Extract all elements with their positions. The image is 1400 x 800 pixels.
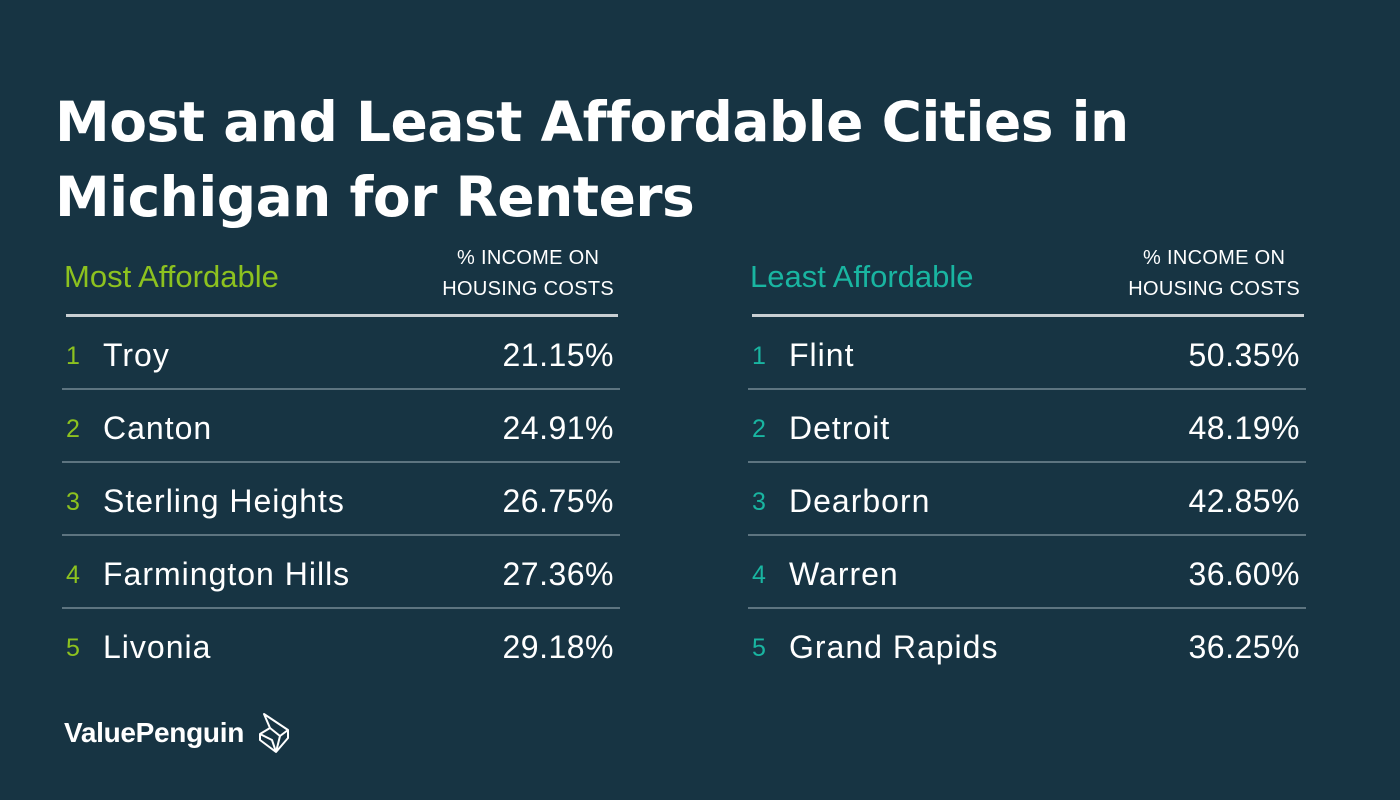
column-header: % INCOME ON HOUSING COSTS: [1128, 243, 1300, 305]
city-name: Sterling Heights: [103, 483, 345, 519]
city-name: Grand Rapids: [789, 629, 999, 665]
table-row: 4 Farmington Hills 27.36%: [62, 536, 620, 609]
income-percentage: 21.15%: [502, 337, 614, 373]
city-name: Canton: [103, 410, 213, 446]
city-name: Warren: [789, 556, 899, 592]
income-percentage: 27.36%: [502, 556, 614, 592]
header-divider: [752, 314, 1304, 317]
income-percentage: 29.18%: [502, 629, 614, 665]
table-row: 1 Flint 50.35%: [748, 317, 1306, 390]
rank-number: 5: [66, 634, 80, 662]
table-row: 5 Livonia 29.18%: [62, 609, 620, 680]
table-header: Least Affordable % INCOME ON HOUSING COS…: [748, 235, 1306, 317]
table-row: 3 Sterling Heights 26.75%: [62, 463, 620, 536]
income-percentage: 36.60%: [1188, 556, 1300, 592]
column-header-line: HOUSING COSTS: [442, 278, 614, 300]
table-header: Most Affordable % INCOME ON HOUSING COST…: [62, 235, 620, 317]
column-header: % INCOME ON HOUSING COSTS: [442, 243, 614, 305]
table-title: Most Affordable: [64, 259, 279, 294]
table-rows: 1 Troy 21.15% 2 Canton 24.91% 3 Sterling…: [62, 317, 620, 680]
rank-number: 5: [752, 634, 766, 662]
rank-number: 1: [752, 342, 766, 370]
city-name: Farmington Hills: [103, 556, 351, 592]
most-affordable-table: Most Affordable % INCOME ON HOUSING COST…: [62, 235, 620, 680]
brand-logo: ValuePenguin: [64, 710, 298, 756]
income-percentage: 50.35%: [1188, 337, 1300, 373]
table-row: 3 Dearborn 42.85%: [748, 463, 1306, 536]
table-row: 4 Warren 36.60%: [748, 536, 1306, 609]
income-percentage: 26.75%: [502, 483, 614, 519]
income-percentage: 42.85%: [1188, 483, 1300, 519]
table-row: 2 Detroit 48.19%: [748, 390, 1306, 463]
brand-name: ValuePenguin: [64, 717, 244, 748]
column-header-line: % INCOME ON: [1143, 247, 1286, 269]
rank-number: 4: [752, 561, 766, 589]
income-percentage: 48.19%: [1188, 410, 1300, 446]
rank-number: 3: [66, 488, 80, 516]
column-header-line: % INCOME ON: [457, 247, 600, 269]
city-name: Dearborn: [789, 483, 931, 519]
table-row: 2 Canton 24.91%: [62, 390, 620, 463]
rank-number: 3: [752, 488, 766, 516]
least-affordable-table: Least Affordable % INCOME ON HOUSING COS…: [748, 235, 1306, 680]
income-percentage: 36.25%: [1188, 629, 1300, 665]
table-row: 5 Grand Rapids 36.25%: [748, 609, 1306, 680]
city-name: Flint: [789, 337, 855, 373]
page-title: Most and Least Affordable Cities in Mich…: [55, 89, 1129, 229]
rank-number: 1: [66, 342, 80, 370]
valuepenguin-logo-icon: [259, 713, 289, 753]
table-rows: 1 Flint 50.35% 2 Detroit 48.19% 3 Dearbo…: [748, 317, 1306, 680]
table-title: Least Affordable: [750, 259, 974, 294]
table-row: 1 Troy 21.15%: [62, 317, 620, 390]
header-divider: [66, 314, 618, 317]
column-header-line: HOUSING COSTS: [1128, 278, 1300, 300]
rank-number: 2: [752, 415, 766, 443]
city-name: Detroit: [789, 410, 891, 446]
income-percentage: 24.91%: [502, 410, 614, 446]
rank-number: 4: [66, 561, 80, 589]
city-name: Troy: [103, 337, 170, 373]
city-name: Livonia: [103, 629, 212, 665]
rank-number: 2: [66, 415, 80, 443]
